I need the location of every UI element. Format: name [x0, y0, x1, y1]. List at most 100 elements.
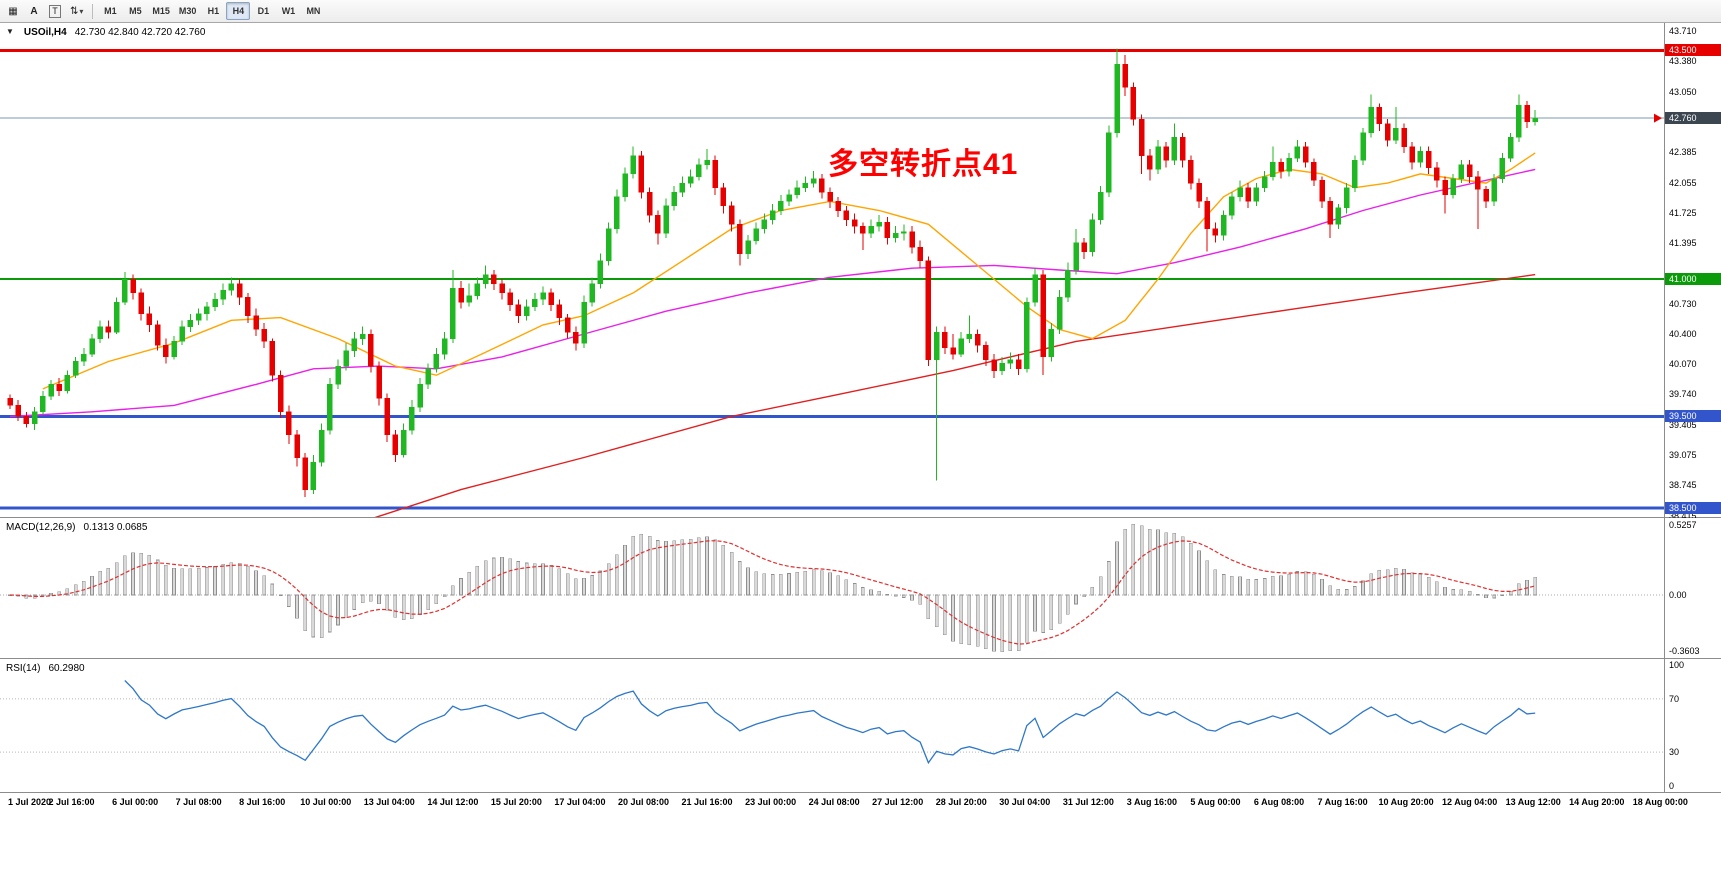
- macd-indicator-name: MACD(12,26,9): [6, 522, 76, 533]
- toolbar-separator: [92, 3, 94, 19]
- dropdown-caret-icon: ▾: [79, 6, 84, 16]
- axis-label: 43.050: [1669, 86, 1697, 97]
- timeframe-h4[interactable]: H4: [226, 2, 251, 20]
- axis-label: 42.385: [1669, 147, 1697, 158]
- macd-canvas[interactable]: [0, 518, 1664, 658]
- macd-histogram: [8, 524, 1537, 652]
- timeframe-w1[interactable]: W1: [276, 2, 300, 20]
- axis-label: -0.3603: [1669, 646, 1700, 656]
- timeframe-m1[interactable]: M1: [98, 2, 122, 20]
- moving-averages: [9, 152, 1536, 517]
- text-tool-label: T: [49, 4, 61, 18]
- axis-label: 0.00: [1669, 590, 1687, 600]
- axis-label: 41.725: [1669, 207, 1697, 218]
- time-axis-label: 31 Jul 12:00: [1062, 797, 1114, 807]
- main-chart-panel: ▼ USOil,H4 42.730 42.840 42.720 42.760 多…: [0, 23, 1721, 521]
- axis-label: 38.415: [1669, 510, 1697, 521]
- rsi-indicator-name: RSI(14): [6, 663, 41, 674]
- main-chart-canvas[interactable]: [0, 23, 1664, 517]
- axis-label: 70: [1669, 693, 1680, 704]
- symbol-period-label: USOil,H4: [23, 27, 67, 38]
- timeframe-m5[interactable]: M5: [123, 2, 147, 20]
- axis-label: 43.380: [1669, 56, 1697, 67]
- updown-arrows-icon: ⇅: [70, 5, 79, 17]
- time-axis-label: 21 Jul 16:00: [681, 797, 733, 807]
- rsi-canvas[interactable]: [0, 659, 1664, 792]
- axis-label: 0: [1669, 781, 1675, 791]
- time-axis-label: 28 Jul 20:00: [935, 797, 987, 807]
- time-axis-label: 13 Jul 04:00: [363, 797, 415, 807]
- time-axis-label: 15 Jul 20:00: [490, 797, 542, 807]
- time-axis-label: 18 Aug 00:00: [1632, 797, 1688, 807]
- axis-label: 39.075: [1669, 450, 1697, 461]
- macd-axis[interactable]: 0.5257 0.00 -0.3603: [1664, 518, 1721, 658]
- ma-line-mid-magenta: [9, 168, 1536, 418]
- collapse-arrow-icon[interactable]: ▼: [6, 27, 14, 36]
- rsi-axis[interactable]: 100 70 30 0: [1664, 659, 1721, 792]
- chart-title: ▼ USOil,H4 42.730 42.840 42.720 42.760: [6, 27, 205, 38]
- time-axis-label: 10 Aug 20:00: [1378, 797, 1434, 807]
- time-axis-label: 6 Jul 00:00: [112, 797, 159, 807]
- macd-signal-line: [9, 540, 1536, 645]
- rsi-label: RSI(14) 60.2980: [6, 663, 85, 674]
- time-axis-label: 30 Jul 04:00: [999, 797, 1051, 807]
- time-axis-label: 13 Aug 12:00: [1505, 797, 1561, 807]
- macd-label: MACD(12,26,9) 0.1313 0.0685: [6, 522, 147, 533]
- time-axis-label: 14 Jul 12:00: [427, 797, 479, 807]
- axis-label: 43.710: [1669, 26, 1697, 37]
- time-axis-label: 17 Jul 04:00: [554, 797, 606, 807]
- axis-label: 40.730: [1669, 298, 1697, 309]
- price-axis[interactable]: 43.710 43.380 43.050 42.385 42.055 41.725 41.3…: [1664, 23, 1721, 521]
- price-axis-badge: 39.500: [1665, 410, 1721, 423]
- ohlc-quote-label: 42.730 42.840 42.720 42.760: [74, 27, 206, 38]
- time-axis-label: 24 Jul 08:00: [808, 797, 860, 807]
- timeframe-h1[interactable]: H1: [201, 2, 225, 20]
- axis-label: 38.745: [1669, 480, 1697, 491]
- text-tool-button[interactable]: T: [45, 2, 65, 20]
- axis-label: 41.395: [1669, 238, 1697, 248]
- time-axis-label: 5 Aug 00:00: [1190, 797, 1241, 807]
- macd-indicator-values: 0.1313 0.0685: [83, 522, 148, 533]
- rsi-line: [124, 680, 1536, 765]
- chart-grid-icon[interactable]: ▦: [3, 2, 23, 20]
- price-axis-badge: 41.000: [1665, 273, 1721, 286]
- toolbar: ▦ A T ⇅ ▾ M1 M5 M15 M30 H1 H4 D1 W1 MN: [0, 0, 1721, 23]
- timeframe-d1[interactable]: D1: [251, 2, 275, 20]
- time-axis-label: 12 Aug 04:00: [1442, 797, 1498, 807]
- timeframe-mn[interactable]: MN: [301, 2, 325, 20]
- rsi-indicator-value: 60.2980: [48, 663, 85, 674]
- axis-label: 40.400: [1669, 329, 1697, 340]
- level-lines: [0, 48, 1664, 510]
- ma-line-fast-orange: [42, 152, 1536, 390]
- time-axis-label: 7 Jul 08:00: [175, 797, 222, 807]
- price-axis-badge: 42.760: [1665, 112, 1721, 125]
- time-axis-label: 2 Jul 16:00: [48, 797, 95, 807]
- axis-label: 40.070: [1669, 359, 1697, 370]
- axis-label: 39.740: [1669, 389, 1697, 400]
- time-axis-label: 27 Jul 12:00: [872, 797, 924, 807]
- time-axis-label: 10 Jul 00:00: [300, 797, 352, 807]
- time-axis-label: 1 Jul 2020: [8, 797, 52, 807]
- timeframe-m15[interactable]: M15: [148, 2, 174, 20]
- current-price-arrow: [1654, 113, 1662, 123]
- time-axis-label: 3 Aug 16:00: [1126, 797, 1177, 807]
- rsi-panel: RSI(14) 60.2980 100 70 30 0: [0, 659, 1721, 793]
- axis-label: 30: [1669, 747, 1680, 758]
- price-axis-badge: 43.500: [1665, 44, 1721, 57]
- axis-label: 100: [1669, 660, 1685, 670]
- chart-annotation-text[interactable]: 多空转折点41: [828, 148, 1019, 181]
- time-axis-label: 8 Jul 16:00: [239, 797, 286, 807]
- time-axis-label: 20 Jul 08:00: [617, 797, 670, 807]
- cursor-mode-dropdown[interactable]: ⇅ ▾: [66, 2, 87, 20]
- time-axis[interactable]: 1 Jul 2020 2 Jul 16:00 6 Jul 00:00 7 Jul 08…: [0, 793, 1721, 813]
- axis-label: 0.5257: [1669, 520, 1697, 530]
- time-axis-label: 14 Aug 20:00: [1569, 797, 1625, 807]
- macd-panel: MACD(12,26,9) 0.1313 0.0685 0.5257 0.00 -0…: [0, 518, 1721, 659]
- ma-line-slow-red: [374, 273, 1536, 517]
- annotation-a-button[interactable]: A: [24, 2, 44, 20]
- price-axis-badge: 38.500: [1665, 501, 1721, 514]
- time-axis-label: 6 Aug 08:00: [1253, 797, 1305, 807]
- axis-label: 39.405: [1669, 420, 1697, 431]
- time-axis-label: 7 Aug 16:00: [1317, 797, 1368, 807]
- timeframe-m30[interactable]: M30: [175, 2, 201, 20]
